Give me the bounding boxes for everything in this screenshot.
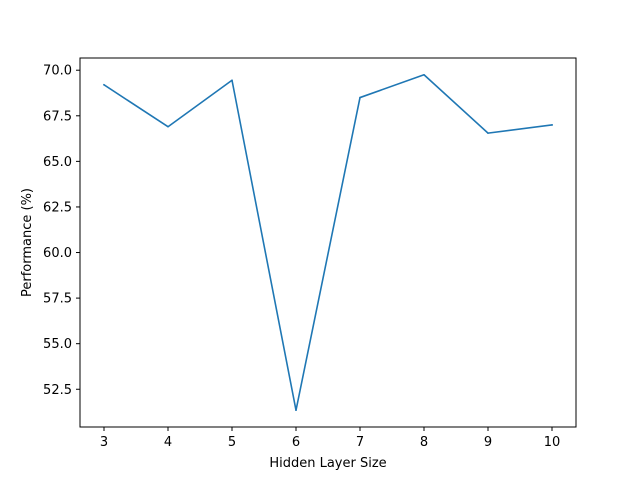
x-axis-ticks: 3 4 5 6 7 8 9 10 — [100, 427, 560, 450]
y-tick-label: 55.0 — [43, 337, 72, 352]
x-tick-label: 8 — [420, 435, 428, 450]
y-tick-label: 60.0 — [43, 246, 72, 261]
x-axis-label: Hidden Layer Size — [269, 456, 386, 471]
x-tick-label: 3 — [100, 435, 108, 450]
data-point — [423, 73, 425, 76]
x-tick-label: 4 — [164, 435, 172, 450]
data-point — [359, 96, 361, 99]
y-tick-label: 67.5 — [43, 109, 72, 124]
y-tick-label: 70.0 — [43, 64, 72, 79]
data-point — [167, 125, 169, 128]
data-point — [295, 409, 297, 412]
data-point — [103, 83, 105, 86]
plot-area — [80, 58, 576, 427]
x-tick-label: 9 — [484, 435, 492, 450]
data-point — [551, 124, 553, 126]
x-tick-label: 10 — [544, 435, 561, 450]
series-layer — [102, 73, 553, 412]
y-tick-label: 52.5 — [43, 383, 72, 398]
y-tick-label: 62.5 — [43, 200, 72, 215]
y-axis-label: Performance (%) — [20, 188, 35, 297]
data-point — [487, 132, 489, 134]
x-tick-label: 6 — [292, 435, 300, 450]
x-tick-label: 5 — [228, 435, 236, 450]
data-point — [231, 79, 233, 82]
series-line — [102, 73, 553, 412]
x-tick-label: 7 — [356, 435, 364, 450]
plot-frame — [79, 57, 577, 428]
y-axis-ticks: 52.5 55.0 57.5 60.0 62.5 65.0 67.5 70.0 — [43, 64, 80, 398]
y-tick-label: 57.5 — [43, 292, 72, 307]
y-tick-label: 65.0 — [43, 155, 72, 170]
